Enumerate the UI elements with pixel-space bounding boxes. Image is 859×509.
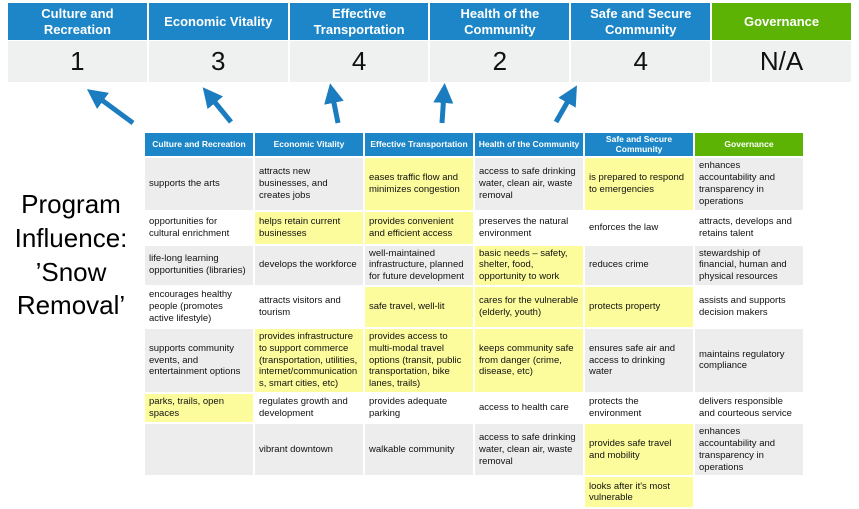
scorecard-header-health-of-the-community: Health of the Community — [430, 3, 570, 40]
matrix-cell: parks, trails, open spaces — [143, 392, 255, 424]
matrix-cell — [693, 475, 805, 509]
matrix-cell: supports community events, and entertain… — [143, 326, 255, 395]
matrix-header-economic-vitality: Economic Vitality — [253, 131, 365, 158]
table-row: supports community events, and entertain… — [143, 326, 805, 395]
matrix-cell: access to safe drinking water, clean air… — [473, 156, 585, 212]
up-arrow-icon — [86, 89, 135, 126]
table-row: supports the arts attracts new businesse… — [143, 156, 805, 212]
scorecard-column-economic: Economic Vitality 3 — [148, 3, 288, 82]
scorecard-column-transportation: Effective Transportation 4 — [289, 3, 429, 82]
matrix-cell: access to health care — [473, 392, 585, 424]
matrix-cell: basic needs – safety, shelter, food, opp… — [473, 243, 585, 288]
matrix-cell: attracts, develops and retains talent — [693, 209, 805, 246]
matrix-header-row: Culture and Recreation Economic Vitality… — [143, 131, 805, 158]
matrix-cell: enhances accountability and transparency… — [693, 156, 805, 212]
matrix-cell: access to safe drinking water, clean air… — [473, 421, 585, 478]
matrix-header-culture-and-recreation: Culture and Recreation — [143, 131, 255, 158]
matrix-cell: assists and supports decision makers — [693, 285, 805, 329]
up-arrow-icon — [202, 87, 233, 124]
scorecard-header-economic-vitality: Economic Vitality — [148, 3, 288, 40]
matrix-cell: well-maintained infrastructure, planned … — [363, 243, 475, 288]
matrix-cell — [143, 475, 255, 509]
up-arrow-icon — [433, 83, 454, 124]
matrix-cell: looks after it's most vulnerable — [583, 475, 695, 509]
scorecard-score-safe: 4 — [571, 41, 711, 82]
matrix-cell: ensures safe air and access to drinking … — [583, 326, 695, 395]
matrix-cell: attracts new businesses, and creates job… — [253, 156, 365, 212]
scorecard-score-economic: 3 — [148, 41, 288, 82]
matrix-cell: delivers responsible and courteous servi… — [693, 392, 805, 424]
matrix-cell: keeps community safe from danger (crime,… — [473, 326, 585, 395]
matrix-header-effective-transportation: Effective Transportation — [363, 131, 475, 158]
matrix-header-health-of-the-community: Health of the Community — [473, 131, 585, 158]
matrix-cell: encourages healthy people (promotes acti… — [143, 285, 255, 329]
matrix-cell: preserves the natural environment — [473, 209, 585, 246]
matrix-cell: provides access to multi-modal travel op… — [363, 326, 475, 395]
scorecard-score-culture: 1 — [8, 41, 147, 82]
up-arrow-icon — [324, 83, 344, 124]
scorecard-score-governance: N/A — [712, 41, 851, 82]
matrix-cell: provides convenient and efficient access — [363, 209, 475, 246]
matrix-cell — [473, 475, 585, 509]
matrix-cell: provides infrastructure to support comme… — [253, 326, 365, 395]
matrix-cell: stewardship of financial, human and phys… — [693, 243, 805, 288]
matrix-cell: eases traffic flow and minimizes congest… — [363, 156, 475, 212]
table-row: encourages healthy people (promotes acti… — [143, 285, 805, 329]
matrix-header-safe-and-secure-community: Safe and Secure Community — [583, 131, 695, 158]
table-row: parks, trails, open spaces regulates gro… — [143, 392, 805, 424]
scorecard-column-health: Health of the Community 2 — [430, 3, 570, 82]
up-arrow-icon — [553, 85, 577, 124]
matrix-cell: enforces the law — [583, 209, 695, 246]
connector-arrows — [86, 83, 577, 126]
matrix-cell: walkable community — [363, 421, 475, 478]
table-row: vibrant downtown walkable community acce… — [143, 421, 805, 478]
matrix-cell: protects property — [583, 285, 695, 329]
scorecard-header-culture-and-recreation: Culture and Recreation — [8, 3, 147, 40]
matrix-cell: maintains regulatory compliance — [693, 326, 805, 395]
scorecard-header-governance: Governance — [712, 3, 851, 40]
matrix-cell: supports the arts — [143, 156, 255, 212]
scorecard-header-effective-transportation: Effective Transportation — [289, 3, 429, 40]
scorecard-header-safe-and-secure-community: Safe and Secure Community — [571, 3, 711, 40]
matrix-cell: life-long learning opportunities (librar… — [143, 243, 255, 288]
program-influence-label: Program Influence: ’Snow Removal’ — [14, 189, 128, 321]
matrix-cell: attracts visitors and tourism — [253, 285, 365, 329]
matrix-cell: helps retain current businesses — [253, 209, 365, 246]
scorecard-band: Culture and Recreation 1 Economic Vitali… — [8, 3, 851, 82]
scorecard-score-transportation: 4 — [289, 41, 429, 82]
matrix-cell — [363, 475, 475, 509]
scorecard-column-safe: Safe and Secure Community 4 — [571, 3, 711, 82]
influence-matrix-table: Culture and Recreation Economic Vitality… — [143, 131, 805, 509]
matrix-cell: safe travel, well-lit — [363, 285, 475, 329]
matrix-cell: is prepared to respond to emergencies — [583, 156, 695, 212]
matrix-cell: provides adequate parking — [363, 392, 475, 424]
scorecard-column-governance: Governance N/A — [712, 3, 851, 82]
table-row: opportunities for cultural enrichment he… — [143, 209, 805, 246]
matrix-header-governance: Governance — [693, 131, 805, 158]
matrix-cell: cares for the vulnerable (elderly, youth… — [473, 285, 585, 329]
scorecard-score-health: 2 — [430, 41, 570, 82]
matrix-cell: vibrant downtown — [253, 421, 365, 478]
table-row: looks after it's most vulnerable — [143, 475, 805, 509]
matrix-cell: opportunities for cultural enrichment — [143, 209, 255, 246]
matrix-cell: provides safe travel and mobility — [583, 421, 695, 478]
matrix-cell: regulates growth and development — [253, 392, 365, 424]
matrix-cell — [253, 475, 365, 509]
matrix-cell: protects the environment — [583, 392, 695, 424]
scorecard-column-culture: Culture and Recreation 1 — [8, 3, 147, 82]
matrix-cell: enhances accountability and transparency… — [693, 421, 805, 478]
matrix-cell — [143, 421, 255, 478]
matrix-cell: reduces crime — [583, 243, 695, 288]
table-row: life-long learning opportunities (librar… — [143, 243, 805, 288]
matrix-cell: develops the workforce — [253, 243, 365, 288]
